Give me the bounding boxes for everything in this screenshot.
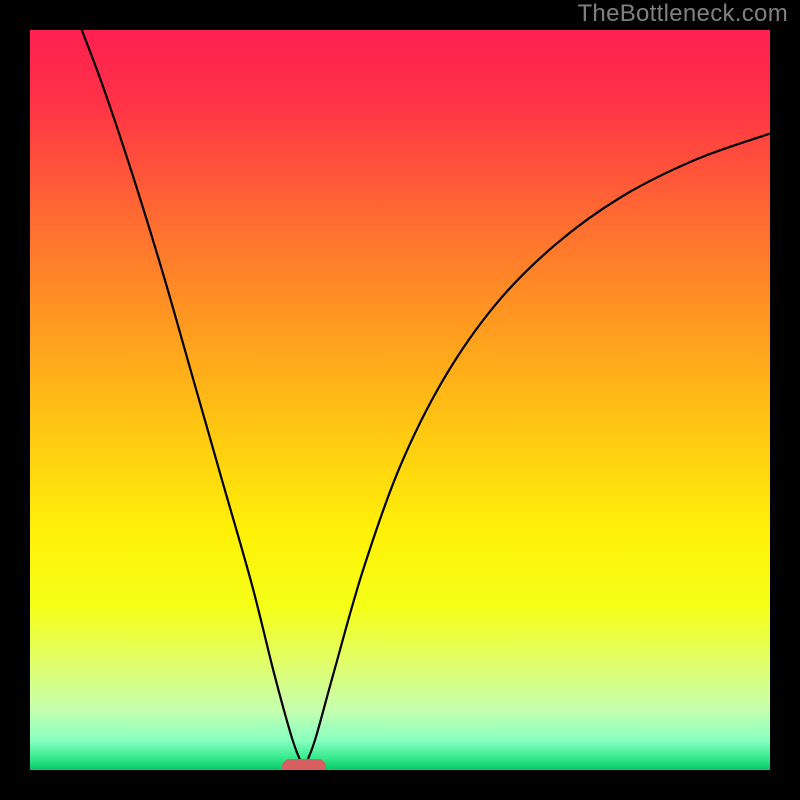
watermark-text: TheBottleneck.com [577,0,788,28]
chart-outer: TheBottleneck.com [0,0,800,800]
plot-area [30,30,770,770]
vertex-marker [282,759,326,770]
bottleneck-curve [30,30,770,770]
